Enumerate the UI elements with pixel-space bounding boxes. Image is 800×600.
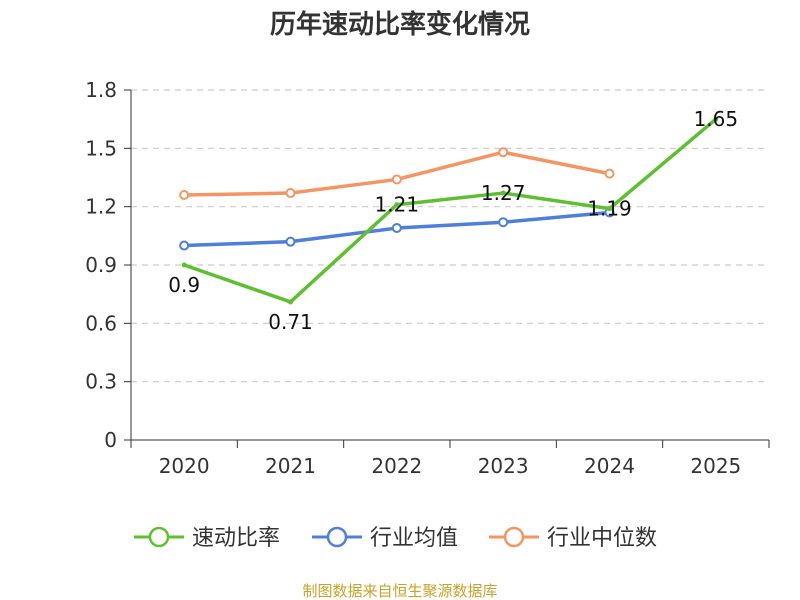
y-tick-label: 0.9: [85, 253, 117, 277]
data-point: [498, 217, 509, 228]
series-line: [183, 117, 717, 304]
data-point: [713, 116, 719, 122]
y-tick-label: 1.8: [85, 78, 117, 102]
data-point: [391, 174, 402, 185]
axes: 0 0.3 0.6 0.9 1.2 1.5 1.8 2020 2021 2022 2023 2024 2…: [85, 78, 770, 478]
x-tick-label: 2022: [371, 454, 422, 478]
data-point: [179, 240, 190, 251]
data-labels: 0.9 0.71 1.21 1.27 1.19 1.65: [168, 107, 738, 334]
data-label: 0.71: [268, 310, 313, 334]
data-point: [179, 190, 190, 200]
legend-label: 行业中位数: [547, 526, 657, 551]
y-tick-label: 0: [104, 428, 117, 452]
data-point: [500, 190, 506, 196]
data-point: [498, 147, 509, 158]
legend-label: 速动比率: [192, 526, 280, 551]
data-point: [288, 299, 293, 305]
data-point: [391, 223, 402, 234]
chart-title: 历年速动比率变化情况: [270, 9, 530, 40]
data-point: [285, 236, 296, 247]
data-label: 0.9: [168, 273, 200, 297]
data-label: 1.27: [481, 181, 526, 205]
data-label: 1.21: [375, 193, 420, 217]
y-tick-label: 1.2: [85, 195, 117, 219]
x-tick-label: 2020: [159, 454, 210, 478]
data-point: [285, 188, 296, 199]
data-label: 1.19: [587, 197, 632, 221]
x-tick-label: 2025: [690, 454, 741, 478]
grid-lines: [131, 89, 769, 383]
data-point: [394, 202, 400, 208]
source-note: 制图数据来自恒生聚源数据库: [302, 582, 497, 600]
x-tick-label: 2024: [584, 454, 635, 478]
legend-marker: [503, 526, 525, 548]
data-point: [607, 206, 612, 212]
x-tick-label: 2023: [478, 454, 529, 478]
legend-item[interactable]: 行业中位数: [489, 526, 657, 551]
series-line: [184, 150, 610, 197]
y-tick-label: 0.6: [85, 311, 117, 335]
y-tick-label: 1.5: [85, 136, 117, 160]
data-label: 1.65: [694, 107, 739, 131]
data-point: [181, 262, 187, 268]
legend-label: 行业均值: [370, 526, 458, 551]
y-tick-label: 0.3: [85, 370, 117, 394]
legend-item[interactable]: 速动比率: [134, 526, 280, 551]
x-tick-label: 2021: [265, 454, 316, 478]
legend-item[interactable]: 行业均值: [312, 526, 458, 551]
legend-marker: [148, 526, 170, 548]
legend[interactable]: 速动比率 行业均值 行业中位数: [134, 526, 657, 551]
legend-marker: [326, 526, 348, 548]
data-point: [604, 168, 615, 179]
series-layer: [179, 116, 719, 305]
